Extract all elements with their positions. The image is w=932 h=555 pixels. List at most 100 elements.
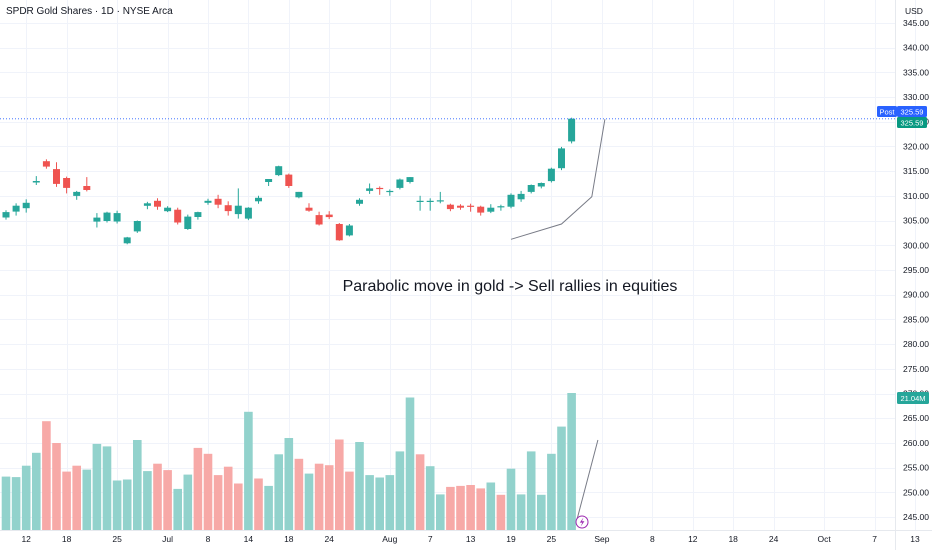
candle-body (63, 178, 71, 188)
candle-body (436, 200, 444, 202)
volume-bar (92, 443, 102, 530)
volume-bar (11, 477, 21, 530)
candle-body (214, 198, 222, 205)
candle-body (83, 186, 91, 190)
time-tick-label: Oct (817, 534, 831, 544)
volume-bar (324, 465, 334, 530)
candle-body (204, 200, 212, 203)
price-tick-label: 280.00 (903, 339, 929, 349)
time-tick-label: 13 (466, 534, 476, 544)
candle-body (356, 199, 363, 204)
volume-bar (446, 486, 455, 530)
volume-bar (102, 446, 112, 530)
volume-bar (203, 453, 213, 530)
candle-body (12, 205, 20, 212)
volume-bar (193, 447, 203, 530)
volume-bar (62, 471, 71, 530)
currency-label[interactable]: USD (905, 6, 923, 16)
volume-bar (547, 453, 556, 530)
price-tick-label: 300.00 (903, 240, 929, 250)
time-axis[interactable]: 12 18 25 Jul 8 14 18 24 Aug 7 13 19 25 Sep 8 12 18 24 Oct 7… (21, 534, 920, 544)
post-value-label: 325.59 (901, 108, 924, 117)
candle-body (497, 206, 505, 208)
volume-bar (537, 494, 546, 530)
symbol-title[interactable]: SPDR Gold Shares · 1D · NYSE Arca (6, 6, 173, 17)
volume-bar (365, 475, 374, 530)
time-tick-label: Aug (382, 534, 397, 544)
candle-body (477, 206, 485, 213)
last-value-label: 325.59 (901, 119, 924, 128)
time-tick-label: 24 (769, 534, 779, 544)
time-tick-label: 18 (62, 534, 72, 544)
candle-body (174, 209, 182, 223)
time-tick-label: 7 (428, 534, 433, 544)
candle-body (295, 191, 303, 198)
candle-body (335, 224, 343, 241)
time-tick-label: 8 (206, 534, 211, 544)
price-tick-label: 320.00 (903, 141, 929, 151)
candle-body (507, 194, 515, 207)
candle-body (457, 205, 464, 208)
volume-bar (173, 488, 182, 530)
time-tick-label: 19 (506, 534, 516, 544)
lightning-icon (579, 517, 585, 527)
trend-drawings[interactable] (510, 119, 606, 522)
candle-body (184, 216, 192, 229)
volume-bar (234, 483, 243, 530)
volume-bars (1, 393, 576, 530)
candle-body (366, 188, 374, 191)
candle-body (123, 237, 131, 244)
price-tick-label: 290.00 (903, 290, 929, 300)
volume-bar (133, 440, 142, 530)
candle-body (194, 212, 202, 217)
volume-bar (82, 469, 92, 530)
candle-body (234, 205, 242, 215)
time-tick-label: 7 (872, 534, 877, 544)
price-tick-label: 255.00 (903, 463, 929, 473)
volume-bar (264, 485, 273, 530)
time-tick-label: 12 (688, 534, 698, 544)
candle-body (537, 183, 545, 187)
volume-bar (415, 454, 425, 530)
post-value-badge (897, 106, 927, 117)
price-tick-label: 295.00 (903, 265, 929, 275)
price-axis[interactable]: 345.00340.00335.00330.00325.00320.00315.… (903, 18, 929, 522)
volume-bar (436, 494, 445, 530)
candle-body (2, 212, 10, 218)
dividend-marker[interactable] (575, 515, 589, 529)
price-tick-label: 245.00 (903, 512, 929, 522)
price-tick-label: 330.00 (903, 92, 929, 102)
price-tick-label: 275.00 (903, 364, 929, 374)
candle-body (22, 202, 30, 209)
candle-body (224, 205, 232, 212)
candle-body (255, 197, 262, 202)
volume-bar (395, 451, 405, 530)
volume-bar (355, 442, 364, 530)
annotation-text[interactable]: Parabolic move in gold -> Sell rallies i… (343, 278, 678, 295)
candle-body (547, 168, 555, 182)
volume-bar (466, 485, 475, 530)
volume-value-label: 21.04M (900, 394, 925, 403)
time-tick-label: 25 (547, 534, 557, 544)
time-tick-label: 18 (728, 534, 738, 544)
time-tick-label: 8 (650, 534, 655, 544)
grid-lines (0, 0, 916, 530)
time-tick-label: 13 (910, 534, 920, 544)
volume-bar (314, 463, 324, 530)
candle-body (487, 207, 495, 212)
price-tick-label: 315.00 (903, 166, 929, 176)
volume-bar (284, 438, 294, 530)
time-tick-label: Jul (162, 534, 173, 544)
candle-body (244, 207, 252, 219)
candle-body (93, 217, 101, 222)
time-tick-label: Sep (594, 534, 609, 544)
price-tick-label: 345.00 (903, 18, 929, 28)
volume-bar (506, 468, 516, 530)
price-tick-label: 285.00 (903, 314, 929, 324)
candle-body (517, 193, 525, 200)
volume-bar (526, 451, 536, 530)
volume-bar (567, 393, 576, 530)
